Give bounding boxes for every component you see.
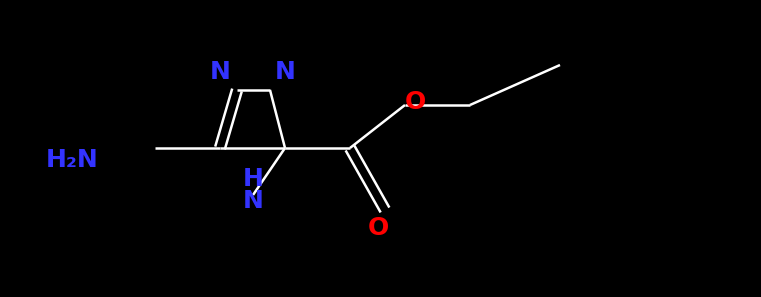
Text: O: O (404, 90, 425, 114)
Text: O: O (368, 216, 389, 240)
Text: N: N (275, 60, 295, 84)
Text: N: N (209, 60, 231, 84)
Text: H₂N: H₂N (46, 148, 98, 172)
Text: H
N: H N (243, 167, 263, 213)
